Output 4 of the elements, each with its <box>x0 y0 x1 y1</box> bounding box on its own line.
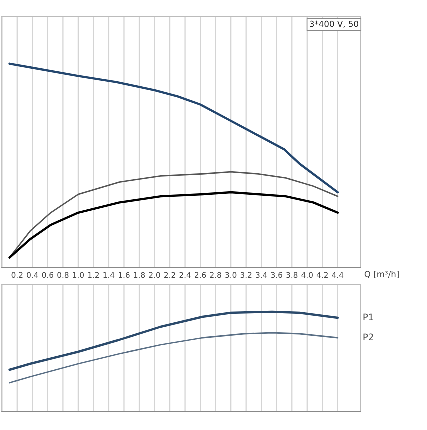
text: 3*400 V, 50 <box>310 20 358 28</box>
x-axis-title: Q [m³/h] <box>364 271 399 278</box>
text: P1 <box>364 314 374 320</box>
text: P2 <box>364 334 374 340</box>
